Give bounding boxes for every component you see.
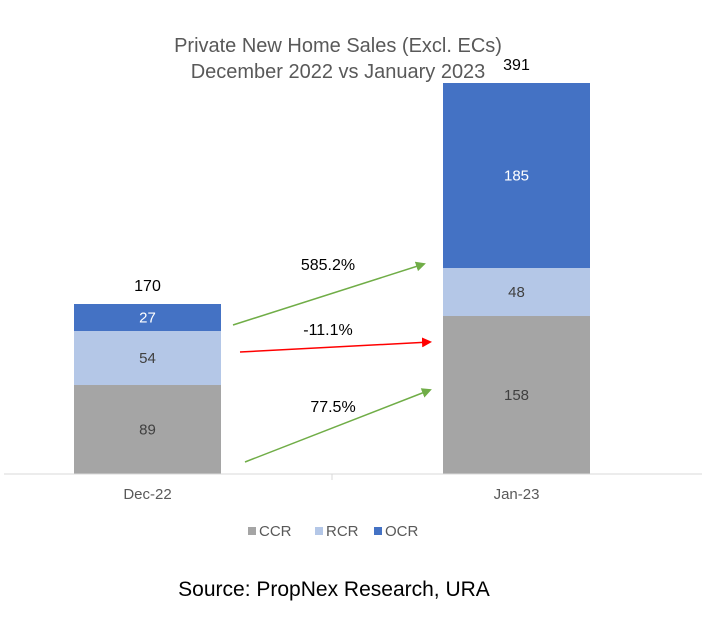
change-label-rcr: -11.1%: [303, 322, 353, 339]
legend-label-ccr: CCR: [259, 523, 292, 540]
legend-swatch-ccr: [248, 527, 256, 535]
chart-title-line: December 2022 vs January 2023: [191, 61, 486, 83]
bar-ccr-dec-22: [74, 385, 221, 474]
chart-title: Private New Home Sales (Excl. ECs) Decemb…: [174, 35, 502, 83]
bar-ocr-dec-22: [74, 304, 221, 331]
data-label-ocr-jan-23: 185: [504, 168, 529, 185]
bar-ccr-jan-23: [443, 316, 590, 474]
data-label-ccr-jan-23: 158: [504, 387, 529, 404]
bars: [74, 83, 590, 474]
data-label-rcr-jan-23: 48: [508, 284, 525, 301]
data-label-rcr-dec-22: 54: [139, 350, 156, 367]
change-arrow-ocr: [232, 261, 426, 326]
legend-swatch-ocr: [374, 527, 382, 535]
change-arrows: 585.2% -11.1% 77.5%: [232, 257, 432, 463]
x-tick-label: Jan-23: [494, 486, 540, 503]
change-label-ocr: 585.2%: [301, 257, 355, 274]
change-label-ccr: 77.5%: [310, 399, 355, 416]
legend: CCR RCR OCR: [248, 523, 419, 540]
bar-ocr-jan-23: [443, 83, 590, 268]
legend-label-ocr: OCR: [385, 523, 419, 540]
total-label-jan-23: 391: [503, 57, 530, 74]
bar-rcr-jan-23: [443, 268, 590, 316]
legend-swatch-rcr: [315, 527, 323, 535]
data-labels: 89 54 27 170 Dec-22 158 48 185 391 Jan-23: [123, 57, 539, 503]
change-arrow-rcr: [239, 337, 432, 353]
chart-title-line: Private New Home Sales (Excl. ECs): [174, 35, 502, 57]
total-label-dec-22: 170: [134, 278, 161, 295]
data-label-ocr-dec-22: 27: [139, 310, 156, 327]
data-label-ccr-dec-22: 89: [139, 422, 156, 439]
source-note: Source: PropNex Research, URA: [178, 578, 490, 601]
legend-label-rcr: RCR: [326, 523, 359, 540]
bar-rcr-dec-22: [74, 331, 221, 385]
change-arrow-ccr: [244, 388, 432, 463]
x-tick-label: Dec-22: [123, 486, 171, 503]
